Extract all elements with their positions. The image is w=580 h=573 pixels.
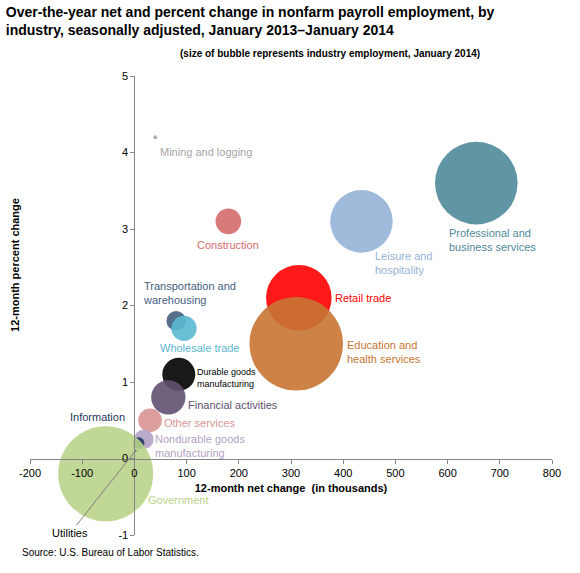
svg-text:12-month net change (in thous: 12-month net change (in thousands) [195,482,388,494]
svg-text:Education andhealth services: Education andhealth services [347,339,421,365]
svg-text:-100: -100 [71,467,93,479]
svg-text:Durable goodsmanufacturing: Durable goodsmanufacturing [197,367,256,389]
svg-text:Professional andbusiness servi: Professional andbusiness services [449,227,536,253]
svg-text:Other services: Other services [164,417,235,429]
svg-text:Leisure andhospitality: Leisure andhospitality [375,250,433,276]
svg-text:Retail trade: Retail trade [335,292,391,304]
svg-text:0: 0 [122,452,128,464]
svg-text:2: 2 [122,299,128,311]
svg-text:Transportation andwarehousing: Transportation andwarehousing [143,280,236,306]
svg-text:4: 4 [122,146,128,158]
svg-text:Wholesale trade: Wholesale trade [160,342,240,354]
svg-text:100: 100 [177,467,195,479]
svg-text:Financial activities: Financial activities [188,399,278,411]
svg-text:200: 200 [230,467,248,479]
svg-text:Nondurable goodsmanufacturing: Nondurable goodsmanufacturing [155,433,245,459]
svg-text:-200: -200 [19,467,41,479]
svg-text:800: 800 [543,467,561,479]
svg-text:400: 400 [334,467,352,479]
svg-text:700: 700 [491,467,509,479]
svg-text:5: 5 [122,70,128,82]
svg-text:Over-the-year net and percent: Over-the-year net and percent change in … [6,4,495,38]
svg-text:(size of bubble represents ind: (size of bubble represents industry empl… [180,48,480,59]
svg-text:-1: -1 [118,529,128,541]
svg-text:0: 0 [131,467,137,479]
svg-text:Information: Information [70,411,125,423]
svg-text:600: 600 [438,467,456,479]
svg-text:Government: Government [148,494,209,506]
svg-text:1: 1 [122,376,128,388]
svg-text:Construction: Construction [197,239,259,251]
svg-text:Mining and logging: Mining and logging [160,146,252,158]
svg-text:Utilities: Utilities [52,527,88,539]
svg-text:500: 500 [386,467,404,479]
svg-text:Source: U.S. Bureau of Labor S: Source: U.S. Bureau of Labor Statistics. [22,547,199,558]
svg-text:300: 300 [282,467,300,479]
svg-text:3: 3 [122,223,128,235]
svg-text:12-month percent change: 12-month percent change [9,198,21,332]
